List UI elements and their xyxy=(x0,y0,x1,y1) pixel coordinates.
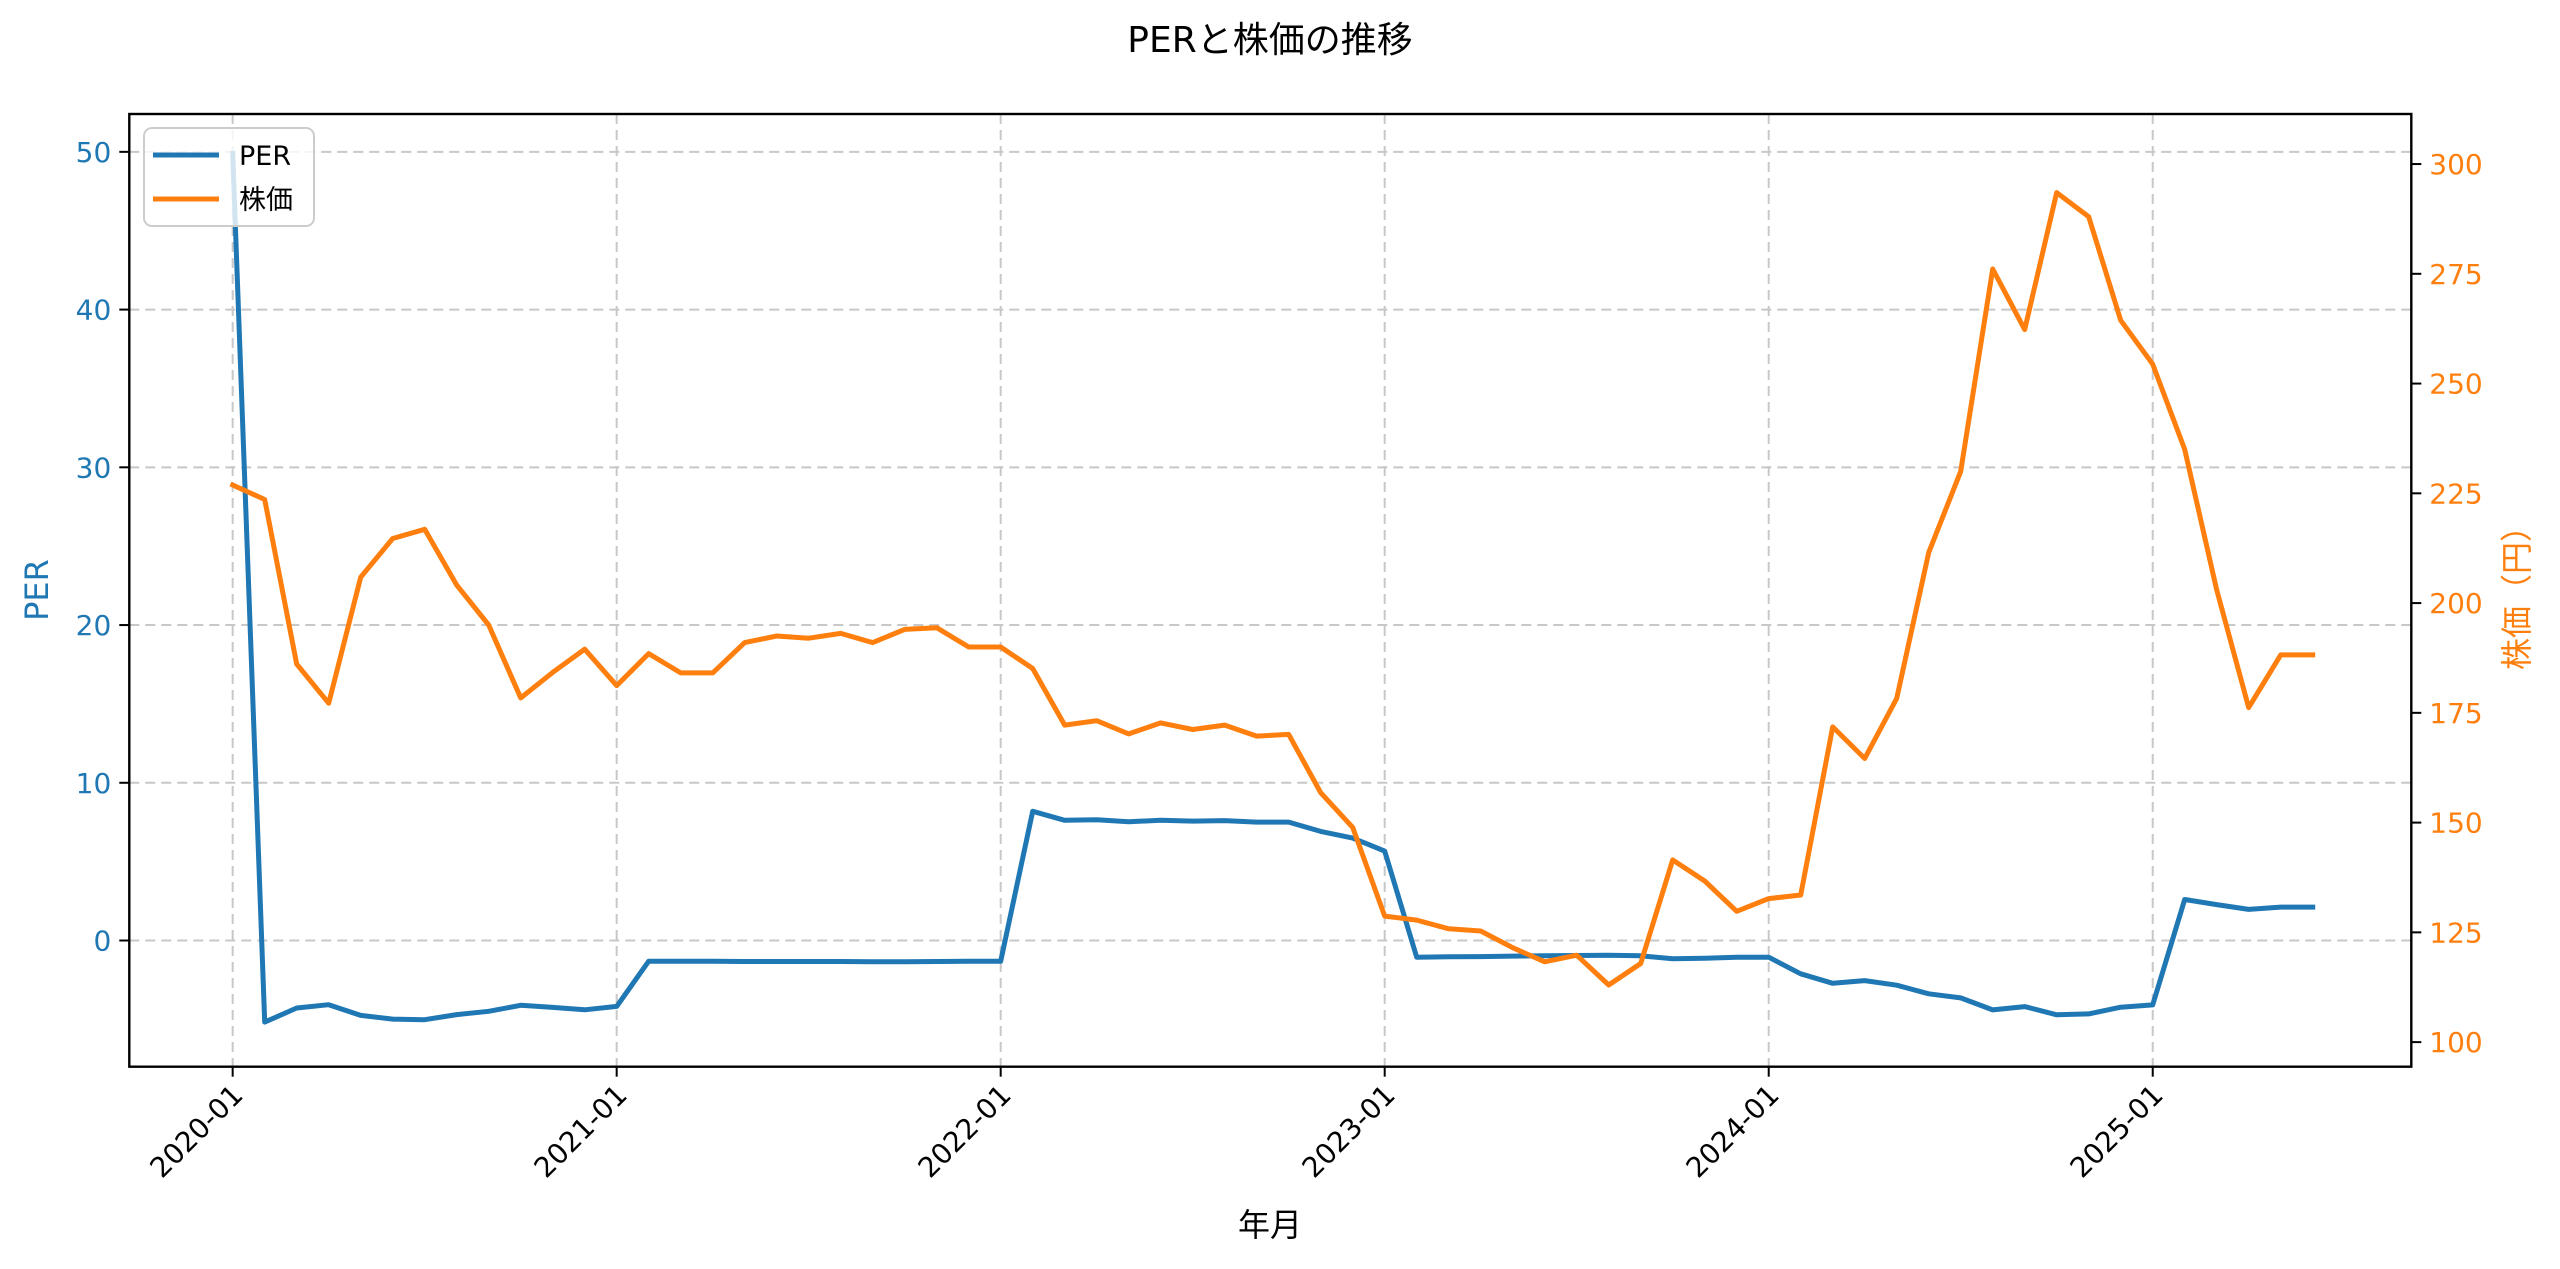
y-right-tick-label: 300 xyxy=(2429,148,2482,181)
y-left-tick-label: 20 xyxy=(76,609,112,642)
x-tick-label: 2025-01 xyxy=(2064,1078,2170,1184)
plot-series xyxy=(229,150,2316,1025)
x-tick-label: 2020-01 xyxy=(144,1078,250,1184)
price-line xyxy=(229,190,2316,988)
y-right-tick-label: 225 xyxy=(2429,477,2482,510)
y-right-tick-label: 200 xyxy=(2429,587,2482,620)
per-line xyxy=(230,150,2316,1025)
y-right-tick-label: 250 xyxy=(2429,368,2482,401)
y-axis-right: 100 125 150 175 200 225 250 275 300 xyxy=(2411,148,2483,1059)
y-left-tick-label: 0 xyxy=(93,925,111,958)
y-left-tick-label: 30 xyxy=(76,451,112,484)
grid-lines xyxy=(129,114,2412,1067)
legend: PER 株価 xyxy=(143,127,315,227)
y-right-tick-label: 275 xyxy=(2429,258,2482,291)
x-axis: 2020-01 2021-01 2022-01 2023-01 2024-01 2025-… xyxy=(144,1066,2170,1184)
x-axis-title: 年月 xyxy=(1238,1206,1302,1244)
x-tick-label: 2023-01 xyxy=(1296,1078,1402,1184)
x-tick-label: 2024-01 xyxy=(1680,1078,1786,1184)
x-tick-label: 2021-01 xyxy=(528,1078,634,1184)
y-right-tick-label: 100 xyxy=(2429,1026,2482,1059)
chart-title: PERと株価の推移 xyxy=(1127,20,1412,61)
plot-frame xyxy=(128,112,2413,1068)
legend-label-per: PER xyxy=(239,141,291,172)
y-right-tick-label: 150 xyxy=(2429,807,2482,840)
x-tick-label: 2022-01 xyxy=(912,1078,1018,1184)
y-right-tick-label: 175 xyxy=(2429,697,2482,730)
y-right-tick-label: 125 xyxy=(2429,916,2482,949)
y-axis-right-title: 株価（円） xyxy=(2498,510,2536,670)
y-axis-left: 0 10 20 30 40 50 xyxy=(76,136,130,958)
y-axis-left-title: PER xyxy=(18,559,56,621)
legend-label-price: 株価 xyxy=(239,185,293,216)
y-left-tick-label: 10 xyxy=(76,767,112,800)
y-left-tick-label: 40 xyxy=(76,294,112,327)
y-left-tick-label: 50 xyxy=(76,136,112,169)
